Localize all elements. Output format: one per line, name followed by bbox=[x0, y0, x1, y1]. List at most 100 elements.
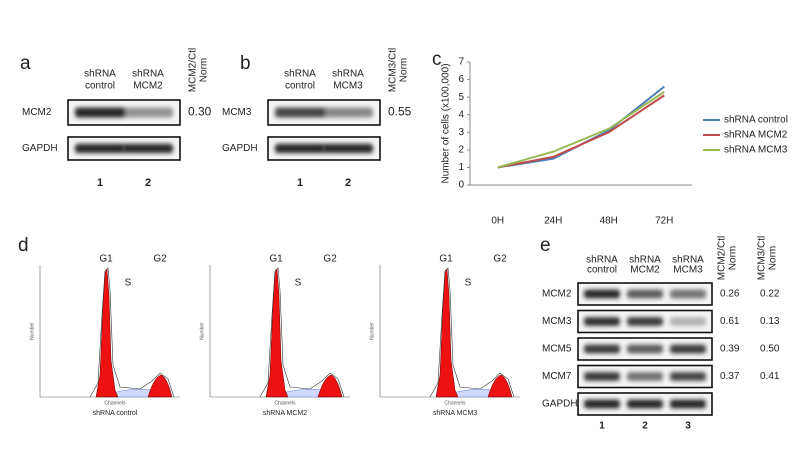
row-label: GAPDH bbox=[22, 143, 58, 154]
flow-histogram: G1 S G2 Channels Number shRNA MCM3 bbox=[369, 254, 520, 417]
y-tick-label: 7 bbox=[458, 57, 464, 68]
series-line bbox=[497, 91, 665, 169]
lane-number: 2 bbox=[345, 177, 351, 189]
blot-band bbox=[123, 143, 173, 154]
column-header: control bbox=[587, 265, 617, 276]
hist-y-label: Number bbox=[29, 322, 35, 340]
hist-outline bbox=[429, 267, 515, 398]
flow-histogram: G1 S G2 Channels Number shRNA control bbox=[29, 254, 180, 417]
hist-y-label-text: Number bbox=[29, 322, 35, 340]
row-label: MCM2 bbox=[22, 107, 52, 118]
x-tick-label: 0H bbox=[491, 216, 504, 227]
x-tick-label: 72H bbox=[655, 216, 673, 227]
y-tick-label: 4 bbox=[458, 109, 464, 120]
blot-band bbox=[627, 344, 663, 354]
legend-label: shRNA control bbox=[724, 115, 788, 126]
row-label: GAPDH bbox=[542, 399, 578, 410]
blot-band bbox=[627, 289, 663, 299]
panel-label: b bbox=[240, 53, 251, 74]
hist-outline bbox=[259, 267, 345, 398]
row-label: MCM7 bbox=[542, 371, 572, 382]
hist-caption: shRNA control bbox=[93, 410, 138, 417]
blot-band bbox=[584, 399, 620, 409]
blot-band bbox=[627, 317, 663, 326]
norm-value: 0.13 bbox=[760, 316, 780, 327]
blot-band bbox=[75, 143, 125, 154]
y-axis-title-text: Number of cells (x100,000) bbox=[441, 63, 452, 183]
norm-header: MCM3/Ctl Norm bbox=[757, 236, 779, 280]
blot-band bbox=[584, 344, 620, 354]
panel-label: e bbox=[540, 235, 551, 256]
y-tick-label: 1 bbox=[458, 162, 464, 173]
norm-header-line: Norm bbox=[199, 58, 210, 82]
blot-band bbox=[584, 317, 620, 326]
series-line bbox=[497, 94, 665, 169]
column-header: MCM3 bbox=[333, 81, 363, 92]
norm-value: 0.37 bbox=[720, 371, 740, 382]
column-header: MCM2 bbox=[133, 81, 163, 92]
column-header: shRNA bbox=[284, 69, 316, 80]
y-tick-label: 3 bbox=[458, 127, 464, 138]
blot-band bbox=[670, 317, 706, 326]
legend-label: shRNA MCM3 bbox=[724, 145, 788, 156]
column-header: shRNA bbox=[629, 255, 661, 266]
panel-label: d bbox=[18, 235, 29, 256]
hist-caption: shRNA MCM2 bbox=[263, 410, 307, 417]
legend-label: shRNA MCM2 bbox=[724, 130, 788, 141]
norm-value: 0.55 bbox=[388, 105, 412, 119]
blot-band bbox=[670, 289, 706, 299]
norm-header-line: MCM2/Ctl bbox=[188, 48, 199, 92]
row-label: GAPDH bbox=[222, 143, 258, 154]
panel-label: a bbox=[20, 53, 31, 74]
g1-peak bbox=[95, 268, 119, 398]
blot bbox=[577, 309, 713, 334]
x-tick-label: 24H bbox=[544, 216, 562, 227]
g2-peak bbox=[317, 374, 343, 398]
column-header: shRNA bbox=[672, 255, 704, 266]
y-tick-label: 5 bbox=[458, 92, 464, 103]
y-tick-label: 0 bbox=[458, 180, 464, 191]
y-axis-title: Number of cells (x100,000) bbox=[441, 63, 452, 183]
blot-band bbox=[323, 143, 373, 154]
peak-label: G1 bbox=[99, 254, 113, 265]
blot-band bbox=[275, 107, 325, 118]
lane-number: 1 bbox=[297, 177, 303, 189]
column-header: MCM3 bbox=[673, 265, 703, 276]
hist-x-label: Channels bbox=[104, 400, 126, 406]
blot-band bbox=[584, 372, 620, 381]
column-header: shRNA bbox=[132, 69, 164, 80]
blot-band bbox=[670, 372, 706, 381]
row-label: MCM3 bbox=[222, 107, 252, 118]
lane-number: 1 bbox=[97, 177, 103, 189]
norm-header-line: MCM3/Ctl bbox=[388, 48, 399, 92]
hist-y-label: Number bbox=[369, 322, 375, 340]
row-label: MCM5 bbox=[542, 344, 572, 355]
peak-label: G1 bbox=[439, 254, 453, 265]
peak-label: G1 bbox=[269, 254, 283, 265]
blot-band bbox=[323, 107, 373, 118]
blot bbox=[577, 337, 713, 361]
lane-number: 2 bbox=[145, 177, 151, 189]
column-header: shRNA bbox=[586, 255, 618, 266]
g2-peak bbox=[487, 374, 513, 398]
norm-value: 0.39 bbox=[720, 344, 740, 355]
column-header: control bbox=[85, 81, 115, 92]
series-line bbox=[497, 85, 665, 169]
norm-header-line: MCM2/Ctl bbox=[717, 236, 728, 280]
norm-value: 0.61 bbox=[720, 316, 740, 327]
column-header: MCM2 bbox=[630, 265, 660, 276]
row-label: MCM2 bbox=[542, 289, 572, 300]
blot-band bbox=[584, 289, 620, 299]
row-label: MCM3 bbox=[542, 316, 572, 327]
hist-x-label: Channels bbox=[274, 400, 296, 406]
norm-value: 0.22 bbox=[760, 289, 780, 300]
peak-label: S bbox=[125, 278, 132, 289]
peak-label: G2 bbox=[493, 254, 507, 265]
hist-caption: shRNA MCM3 bbox=[433, 410, 477, 417]
blot-band bbox=[275, 143, 325, 154]
flow-histogram: G1 S G2 Channels Number shRNA MCM2 bbox=[199, 254, 350, 417]
norm-header-line: MCM3/Ctl bbox=[757, 236, 768, 280]
g1-peak bbox=[435, 268, 459, 398]
blot bbox=[267, 136, 381, 161]
